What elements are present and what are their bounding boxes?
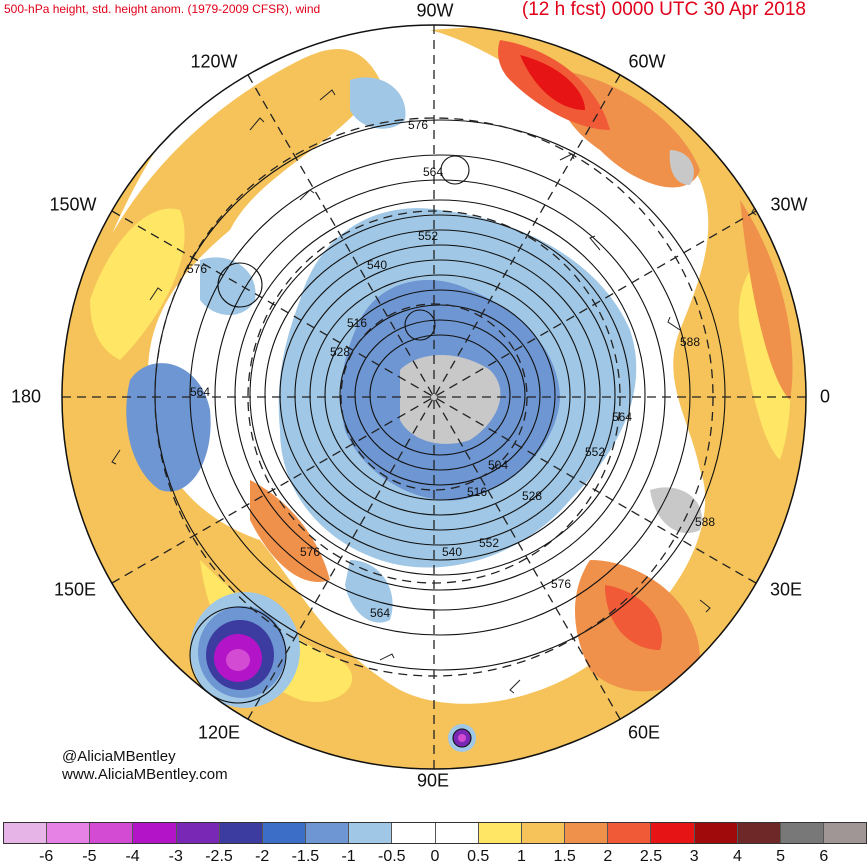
- wind-barbs: [111, 89, 761, 694]
- land-gray-polar: [400, 355, 501, 444]
- colorbar-swatch: [133, 823, 177, 843]
- lon-label-90w: 90W: [416, 0, 454, 21]
- colorbar-swatch: [651, 823, 695, 843]
- colorbar-ticks: -6 -5 -4 -3 -2.5 -2 -1.5 -1 -0.5 0 0.5 1 1.5 2 2.5 3 4 5 6: [3, 848, 867, 865]
- colorbar-swatch: [478, 823, 522, 843]
- contour-label: 504: [488, 458, 508, 472]
- lon-label-30e: 30E: [769, 579, 803, 600]
- graticule: [62, 25, 806, 769]
- colorbar-swatch: [392, 823, 436, 843]
- lon-label-60e: 60E: [627, 722, 661, 743]
- colorbar-tick-label: -6: [39, 848, 54, 865]
- contour-label: 576: [187, 262, 207, 276]
- colorbar-tick-label: -5: [82, 848, 97, 865]
- colorbar-tick-label: 5: [776, 848, 786, 865]
- contour-label: 528: [522, 489, 542, 503]
- colorbar-tick-label: -0.5: [378, 848, 406, 865]
- contour-label: 576: [408, 118, 428, 132]
- lon-label-60w: 60W: [628, 51, 666, 72]
- credit-twitter: @AliciaMBentley: [62, 748, 176, 765]
- colorbar-swatch: [349, 823, 393, 843]
- colorbar-tick-label: 6: [819, 848, 829, 865]
- contour-label: 576: [300, 545, 320, 559]
- colorbar-swatch: [737, 823, 781, 843]
- colorbar-swatch: [47, 823, 91, 843]
- credit-website: www.AliciaMBentley.com: [62, 766, 228, 783]
- contour-label: 540: [442, 545, 462, 559]
- colorbar-tick-label: -1: [341, 848, 356, 865]
- colorbar-tick-label: -2: [255, 848, 270, 865]
- negative-anomaly-small: [448, 724, 476, 752]
- colorbar-swatch: [176, 823, 220, 843]
- colorbar-swatch: [306, 823, 350, 843]
- colorbar-tick-label: 2.5: [639, 848, 663, 865]
- contour-label: 564: [423, 165, 443, 179]
- lon-label-150e: 150E: [53, 579, 97, 600]
- contour-label-group: 576 564 552 540 516 528 576 564 588 564 …: [187, 118, 715, 620]
- colorbar: [3, 822, 867, 844]
- contour-label: 564: [190, 385, 210, 399]
- height-contours: [154, 119, 726, 748]
- contour-label: 540: [367, 258, 387, 272]
- colorbar-tick-label: -3: [168, 848, 183, 865]
- colorbar-tick-label: 1.5: [553, 848, 576, 865]
- lon-label-180: 180: [10, 386, 42, 407]
- colorbar-tick-label: 1: [516, 848, 526, 865]
- colorbar-tick-label: -1.5: [291, 848, 320, 865]
- colorbar-swatch: [435, 823, 479, 843]
- colorbar-swatch: [694, 823, 738, 843]
- contour-label: 564: [612, 410, 632, 424]
- contour-label: 588: [680, 335, 700, 349]
- contour-label: 528: [330, 345, 350, 359]
- polar-map: 576 564 552 540 516 528 576 564 588 564 …: [61, 24, 807, 770]
- positive-anomaly-deepred: [520, 55, 585, 110]
- colorbar-swatch: [219, 823, 263, 843]
- lon-label-0: 0: [819, 386, 831, 407]
- colorbar-swatch: [521, 823, 566, 843]
- colorbar-swatch: [608, 823, 652, 843]
- contour-label: 564: [370, 606, 390, 620]
- colorbar-tick-label: 4: [732, 848, 742, 865]
- contour-label: 552: [585, 445, 605, 459]
- contour-label: 576: [551, 577, 571, 591]
- colorbar-tick-label: 0.5: [467, 848, 490, 865]
- lon-label-120e: 120E: [197, 722, 241, 743]
- colorbar-tick-label: 0: [430, 848, 440, 865]
- colorbar-swatch: [823, 823, 867, 843]
- colorbar-tick-label: 2: [603, 848, 613, 865]
- map-border: [61, 24, 807, 770]
- contour-label: 552: [479, 536, 499, 550]
- contour-label: 588: [695, 515, 715, 529]
- lon-label-150w: 150W: [49, 194, 97, 215]
- positive-anomaly-yellow: [90, 208, 791, 702]
- colorbar-tick-label: -4: [125, 848, 140, 865]
- colorbar-swatch: [4, 823, 48, 843]
- colorbar-swatch: [565, 823, 609, 843]
- colorbar-swatch: [262, 823, 307, 843]
- right-title: (12 h fcst) 0000 UTC 30 Apr 2018: [521, 0, 806, 20]
- lon-label-90e: 90E: [416, 770, 450, 791]
- contour-label: 516: [347, 316, 367, 330]
- lon-label-30w: 30W: [770, 194, 808, 215]
- lon-label-120w: 120W: [190, 51, 238, 72]
- colorbar-tick-label: -2.5: [205, 848, 233, 865]
- colorbar-swatch: [780, 823, 824, 843]
- contour-label: 552: [418, 229, 438, 243]
- colorbar-swatch: [90, 823, 134, 843]
- land-gray-east: [650, 150, 702, 534]
- left-title: 500-hPa height, std. height anom. (1979-…: [4, 2, 321, 16]
- contour-label: 516: [467, 485, 487, 499]
- colorbar-tick-label: 3: [689, 848, 699, 865]
- map-disk: 576 564 552 540 516 528 576 564 588 564 …: [62, 25, 806, 769]
